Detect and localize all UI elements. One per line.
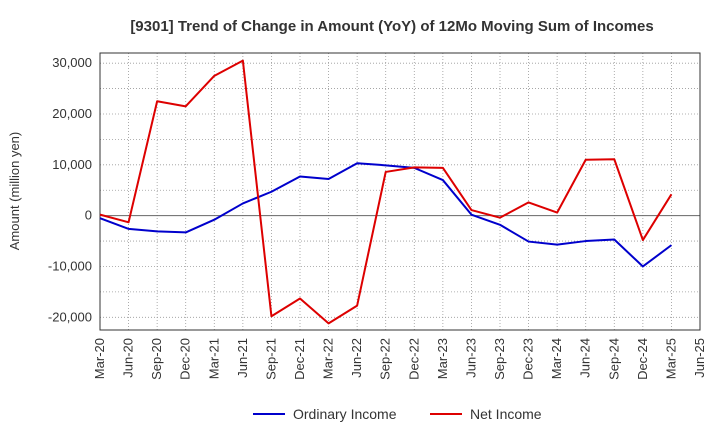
x-tick-label: Sep-21 xyxy=(263,338,278,380)
x-tick-label: Mar-25 xyxy=(663,338,678,379)
x-tick-label: Sep-23 xyxy=(492,338,507,380)
x-tick-label: Dec-24 xyxy=(635,338,650,380)
legend-label: Ordinary Income xyxy=(293,406,397,422)
series-line-ordinary-income xyxy=(99,162,673,268)
legend: Ordinary Income Net Income xyxy=(253,406,542,422)
x-tick-label: Jun-20 xyxy=(121,338,136,378)
y-tick-label: 20,000 xyxy=(52,106,92,121)
y-tick-label: -20,000 xyxy=(48,309,92,324)
x-tick-label: Sep-24 xyxy=(606,338,621,380)
x-tick-label: Mar-24 xyxy=(549,338,564,379)
y-tick-label: -10,000 xyxy=(48,258,92,273)
plot-area xyxy=(100,53,700,330)
grid xyxy=(100,53,700,330)
x-tick-label: Mar-21 xyxy=(206,338,221,379)
y-tick-label: 30,000 xyxy=(52,55,92,70)
x-axis-ticks: Mar-20 Jun-20 Sep-20 Dec-20 Mar-21 Jun-21 Sep-… xyxy=(92,338,707,380)
x-tick-label: Jun-22 xyxy=(349,338,364,378)
chart-title: [9301] Trend of Change in Amount (YoY) o… xyxy=(130,18,653,35)
x-tick-label: Sep-22 xyxy=(378,338,393,380)
x-tick-label: Jun-23 xyxy=(463,338,478,378)
x-tick-label: Dec-21 xyxy=(292,338,307,380)
y-tick-label: 10,000 xyxy=(52,157,92,172)
x-tick-label: Jun-21 xyxy=(235,338,250,378)
y-axis-label: Amount (million yen) xyxy=(7,132,22,251)
x-tick-label: Dec-20 xyxy=(178,338,193,380)
x-tick-label: Mar-20 xyxy=(92,338,107,379)
x-tick-label: Mar-22 xyxy=(321,338,336,379)
x-tick-label: Dec-23 xyxy=(521,338,536,380)
y-axis-ticks: 30,000 20,000 10,000 0 -10,000 -20,000 xyxy=(48,55,92,324)
x-tick-label: Jun-24 xyxy=(578,338,593,378)
x-tick-label: Sep-20 xyxy=(149,338,164,380)
plot-frame xyxy=(99,52,701,331)
x-tick-label: Jun-25 xyxy=(692,338,707,378)
series-group xyxy=(99,59,673,325)
x-tick-label: Dec-22 xyxy=(406,338,421,380)
series-line-net-income xyxy=(99,59,673,325)
legend-label: Net Income xyxy=(470,406,542,422)
y-tick-label: 0 xyxy=(85,208,92,223)
x-tick-label: Mar-23 xyxy=(435,338,450,379)
